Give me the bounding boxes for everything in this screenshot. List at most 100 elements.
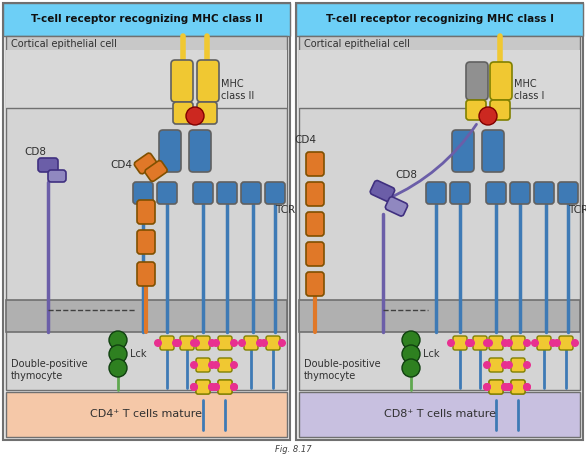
Circle shape [531, 339, 539, 347]
FancyBboxPatch shape [466, 62, 488, 100]
Circle shape [483, 339, 491, 347]
FancyBboxPatch shape [196, 358, 210, 372]
Text: T-cell receptor recognizing MHC class II: T-cell receptor recognizing MHC class II [30, 14, 263, 24]
FancyBboxPatch shape [6, 36, 287, 108]
Circle shape [212, 383, 220, 391]
FancyBboxPatch shape [489, 380, 503, 394]
FancyBboxPatch shape [265, 182, 285, 204]
FancyBboxPatch shape [171, 60, 193, 102]
Circle shape [501, 339, 509, 347]
FancyBboxPatch shape [490, 62, 512, 100]
FancyBboxPatch shape [48, 170, 66, 182]
FancyBboxPatch shape [453, 336, 467, 350]
Circle shape [402, 359, 420, 377]
Circle shape [192, 339, 200, 347]
FancyBboxPatch shape [466, 100, 486, 120]
Circle shape [485, 339, 493, 347]
Circle shape [501, 361, 509, 369]
Text: TCR: TCR [275, 205, 295, 215]
Circle shape [190, 383, 198, 391]
FancyBboxPatch shape [197, 102, 217, 124]
FancyBboxPatch shape [490, 100, 510, 120]
Circle shape [208, 339, 216, 347]
FancyBboxPatch shape [511, 336, 525, 350]
Text: CD8: CD8 [395, 170, 417, 180]
Text: Cortical epithelial cell: Cortical epithelial cell [11, 39, 117, 49]
Circle shape [230, 383, 238, 391]
Circle shape [505, 383, 513, 391]
Text: Double-positive
thymocyte: Double-positive thymocyte [11, 359, 88, 381]
Text: Fig. 8.17: Fig. 8.17 [275, 446, 311, 454]
FancyBboxPatch shape [218, 380, 232, 394]
FancyBboxPatch shape [299, 50, 580, 108]
Text: T-cell receptor recognizing MHC class I: T-cell receptor recognizing MHC class I [325, 14, 554, 24]
Circle shape [256, 339, 264, 347]
Circle shape [154, 339, 162, 347]
FancyBboxPatch shape [486, 182, 506, 204]
Circle shape [172, 339, 180, 347]
FancyBboxPatch shape [489, 358, 503, 372]
FancyBboxPatch shape [450, 182, 470, 204]
FancyBboxPatch shape [386, 197, 408, 216]
FancyBboxPatch shape [196, 380, 210, 394]
FancyBboxPatch shape [511, 358, 525, 372]
FancyBboxPatch shape [306, 152, 324, 176]
FancyBboxPatch shape [6, 392, 287, 437]
Circle shape [549, 339, 557, 347]
FancyBboxPatch shape [266, 336, 280, 350]
Circle shape [553, 339, 561, 347]
FancyBboxPatch shape [189, 130, 211, 172]
Text: MHC
class II: MHC class II [221, 79, 254, 101]
Circle shape [479, 107, 497, 125]
Circle shape [278, 339, 286, 347]
Text: CD4: CD4 [294, 135, 316, 145]
Circle shape [483, 361, 491, 369]
Circle shape [505, 383, 513, 391]
FancyBboxPatch shape [426, 182, 446, 204]
Circle shape [505, 361, 513, 369]
Circle shape [190, 361, 198, 369]
Circle shape [190, 383, 198, 391]
FancyBboxPatch shape [193, 182, 213, 204]
FancyBboxPatch shape [306, 272, 324, 296]
FancyBboxPatch shape [299, 36, 580, 108]
Text: CD4⁺ T cells mature: CD4⁺ T cells mature [90, 409, 203, 419]
Circle shape [230, 339, 238, 347]
FancyBboxPatch shape [217, 182, 237, 204]
Circle shape [447, 339, 455, 347]
Text: Double-positive
thymocyte: Double-positive thymocyte [304, 359, 381, 381]
FancyBboxPatch shape [196, 336, 210, 350]
Circle shape [402, 331, 420, 349]
Text: CD8: CD8 [24, 147, 46, 157]
FancyBboxPatch shape [473, 336, 487, 350]
FancyBboxPatch shape [482, 130, 504, 172]
FancyBboxPatch shape [173, 102, 193, 124]
Text: TCR: TCR [568, 205, 586, 215]
Text: MHC
class I: MHC class I [514, 79, 544, 101]
FancyBboxPatch shape [145, 161, 167, 181]
FancyBboxPatch shape [241, 182, 261, 204]
FancyBboxPatch shape [6, 108, 287, 390]
FancyBboxPatch shape [137, 230, 155, 254]
Circle shape [208, 383, 216, 391]
FancyBboxPatch shape [511, 380, 525, 394]
FancyBboxPatch shape [197, 60, 219, 102]
Text: Lck: Lck [130, 349, 146, 359]
Circle shape [230, 383, 238, 391]
Text: CD8⁺ T cells mature: CD8⁺ T cells mature [383, 409, 496, 419]
Circle shape [212, 339, 220, 347]
Text: CD4: CD4 [110, 160, 132, 170]
FancyBboxPatch shape [299, 392, 580, 437]
FancyBboxPatch shape [38, 158, 58, 172]
FancyBboxPatch shape [306, 242, 324, 266]
FancyBboxPatch shape [489, 336, 503, 350]
Text: Lck: Lck [423, 349, 440, 359]
FancyBboxPatch shape [537, 336, 551, 350]
Circle shape [260, 339, 268, 347]
Circle shape [571, 339, 579, 347]
FancyBboxPatch shape [137, 262, 155, 286]
FancyBboxPatch shape [452, 130, 474, 172]
FancyBboxPatch shape [296, 3, 583, 440]
FancyBboxPatch shape [306, 182, 324, 206]
FancyBboxPatch shape [3, 3, 290, 440]
